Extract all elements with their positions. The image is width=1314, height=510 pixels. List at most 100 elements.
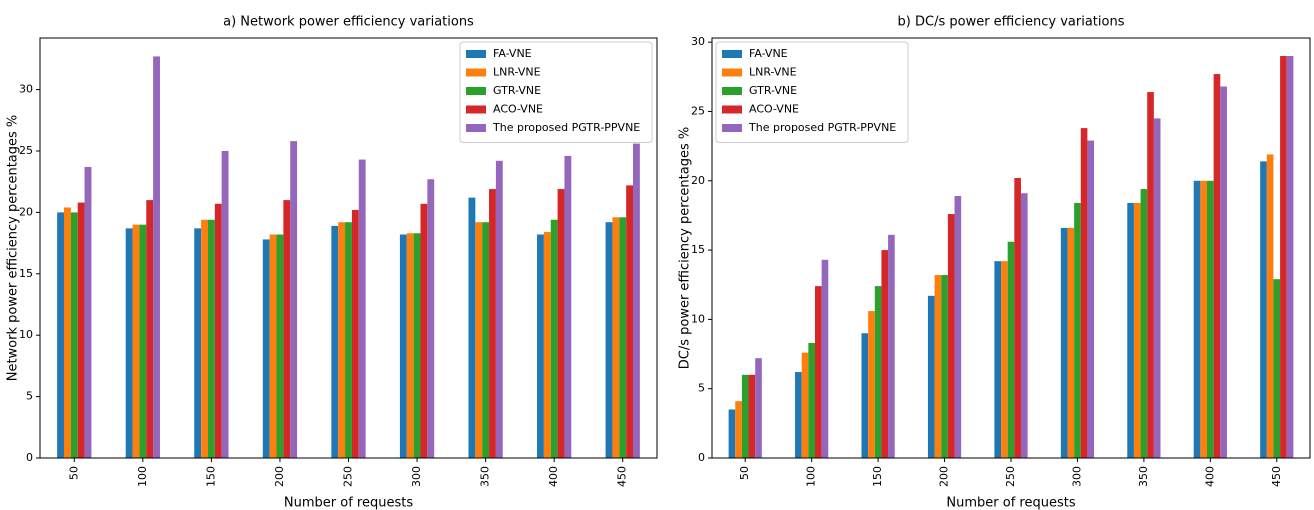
legend-label: ACO-VNE bbox=[493, 103, 543, 116]
bar bbox=[612, 217, 620, 458]
legend-swatch bbox=[722, 124, 742, 132]
bar bbox=[1153, 118, 1161, 458]
y-tick-label: 30 bbox=[691, 35, 705, 48]
x-tick-label: 450 bbox=[616, 466, 629, 487]
bar bbox=[564, 155, 572, 459]
legend-swatch bbox=[722, 105, 742, 114]
bar bbox=[201, 219, 208, 458]
bar bbox=[755, 358, 762, 458]
bar bbox=[801, 352, 809, 458]
legend-swatch bbox=[722, 50, 742, 58]
bar bbox=[399, 234, 407, 458]
chart-title: b) DC/s power efficiency variations bbox=[898, 15, 1125, 30]
y-tick-label: 20 bbox=[691, 174, 705, 187]
legend-swatch bbox=[722, 87, 742, 95]
bar bbox=[557, 189, 565, 459]
bar bbox=[941, 275, 948, 458]
y-tick-label: 0 bbox=[698, 451, 705, 464]
x-tick-label: 250 bbox=[342, 466, 355, 487]
bar bbox=[1213, 74, 1221, 458]
bar bbox=[262, 239, 270, 458]
bar bbox=[735, 401, 742, 458]
bar bbox=[1133, 202, 1141, 458]
x-tick-label: 100 bbox=[805, 466, 818, 487]
bar bbox=[1266, 154, 1274, 458]
legend-swatch bbox=[722, 68, 742, 77]
bar bbox=[868, 311, 875, 458]
bar bbox=[888, 234, 895, 458]
bar bbox=[1147, 92, 1154, 459]
bar bbox=[1074, 202, 1081, 458]
bar bbox=[1067, 227, 1075, 458]
bar bbox=[927, 295, 935, 458]
bar bbox=[1014, 178, 1021, 458]
legend-label: FA-VNE bbox=[749, 47, 788, 60]
bar bbox=[214, 203, 222, 458]
bar bbox=[468, 197, 476, 459]
bar bbox=[207, 219, 215, 458]
bar bbox=[406, 233, 414, 458]
bar bbox=[814, 286, 822, 458]
bar bbox=[153, 56, 160, 458]
bar bbox=[489, 189, 496, 459]
bar bbox=[57, 212, 64, 458]
legend-label: GTR-VNE bbox=[749, 84, 797, 97]
bar bbox=[84, 166, 92, 458]
legend-label: LNR-VNE bbox=[493, 66, 541, 79]
y-tick-label: 10 bbox=[691, 312, 705, 325]
bar bbox=[954, 196, 962, 458]
bar bbox=[1007, 241, 1015, 458]
bar bbox=[728, 409, 736, 458]
x-tick-label: 150 bbox=[871, 466, 884, 487]
x-tick-label: 50 bbox=[738, 466, 751, 480]
bar bbox=[537, 234, 544, 458]
legend: FA-VNE LNR-VNE GTR-VNE ACO-VNE The proposed … bbox=[459, 41, 653, 143]
bar bbox=[290, 141, 298, 458]
legend-box bbox=[715, 41, 909, 143]
x-tick-label: 350 bbox=[479, 466, 492, 487]
bar bbox=[420, 203, 428, 458]
bar bbox=[619, 217, 627, 458]
y-tick-label: 5 bbox=[26, 390, 33, 403]
bar bbox=[427, 179, 435, 458]
bar bbox=[881, 250, 889, 458]
bar bbox=[1280, 56, 1287, 458]
y-tick-label: 10 bbox=[19, 328, 33, 341]
y-axis-label: Network power efficiency percentages % bbox=[6, 115, 21, 382]
bar bbox=[194, 228, 202, 458]
legend-swatch bbox=[466, 105, 486, 114]
bar bbox=[1260, 161, 1267, 458]
bar bbox=[1140, 189, 1148, 458]
legend-label: ACO-VNE bbox=[749, 103, 799, 116]
x-tick-label: 400 bbox=[547, 466, 560, 487]
bar bbox=[269, 234, 277, 458]
x-tick-label: 300 bbox=[1070, 466, 1083, 487]
bar bbox=[221, 150, 229, 458]
x-tick-label: 450 bbox=[1270, 466, 1283, 487]
bar bbox=[283, 200, 291, 458]
x-tick-label: 200 bbox=[938, 466, 951, 487]
y-tick-label: 30 bbox=[19, 83, 33, 96]
legend: FA-VNE LNR-VNE GTR-VNE ACO-VNE The proposed … bbox=[715, 41, 909, 143]
x-tick-label: 300 bbox=[410, 466, 423, 487]
bar bbox=[70, 212, 78, 458]
legend-label: LNR-VNE bbox=[749, 66, 797, 79]
y-tick-label: 5 bbox=[698, 382, 705, 395]
bar bbox=[351, 209, 359, 458]
legend-box bbox=[459, 41, 653, 143]
bar bbox=[795, 372, 802, 458]
legend-label: GTR-VNE bbox=[493, 84, 541, 97]
bar bbox=[338, 222, 346, 458]
bar bbox=[125, 228, 133, 458]
bar bbox=[874, 286, 882, 458]
legend-label: The proposed PGTR-PPVNE bbox=[748, 121, 896, 134]
chart-title: a) Network power efficiency variations bbox=[223, 15, 474, 30]
legend-swatch bbox=[466, 68, 486, 77]
bar bbox=[1087, 140, 1095, 458]
x-tick-label: 150 bbox=[204, 466, 217, 487]
legend-label: FA-VNE bbox=[493, 47, 532, 60]
bar bbox=[495, 160, 503, 459]
bar bbox=[861, 333, 869, 458]
x-tick-label: 200 bbox=[273, 466, 286, 487]
